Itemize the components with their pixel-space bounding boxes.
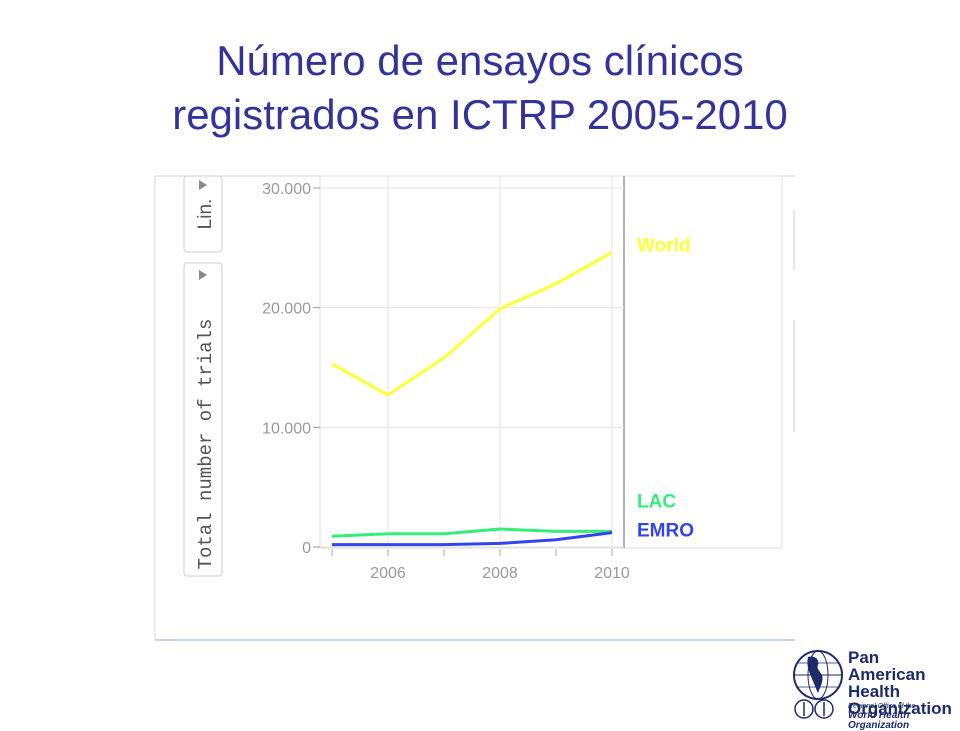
org-name-line-1: Pan American xyxy=(848,648,926,684)
series-label-world: World xyxy=(637,236,690,257)
plot-area xyxy=(319,175,783,549)
x-axis: 2006 2008 2010 xyxy=(331,549,630,582)
ylabel-arrow-icon xyxy=(199,270,207,280)
frame-edge-mark xyxy=(793,320,795,432)
series-label-lac: LAC xyxy=(637,491,676,512)
who-text: World Health Organization xyxy=(848,710,910,731)
series-labels: World LAC EMRO xyxy=(637,236,694,542)
scale-control-box[interactable] xyxy=(183,175,223,253)
scale-control[interactable]: Lin. xyxy=(183,175,223,253)
y-tick-label: 30.000 xyxy=(262,181,311,198)
series-group xyxy=(331,251,613,547)
grid xyxy=(320,176,624,548)
org-name: Pan American Health Organization xyxy=(848,649,960,717)
ylabel-control-box[interactable] xyxy=(183,262,223,577)
title-line-2: registrados en ICTRP 2005-2010 xyxy=(172,91,788,138)
x-tick-label: 2008 xyxy=(482,565,518,582)
y-tick-label: 0 xyxy=(302,540,311,557)
org-name-line-3: Organization xyxy=(848,699,952,718)
title-line-1: Número de ensayos clínicos xyxy=(216,37,744,84)
paho-logo: Pan American Health Organization Regiona… xyxy=(790,645,960,731)
series-line-lac xyxy=(331,527,612,538)
slide-title: Número de ensayos clínicos registrados e… xyxy=(0,34,960,142)
who-emblem-icon xyxy=(794,699,834,719)
y-axis: 0 10.000 20.000 30.000 xyxy=(262,181,320,557)
scale-label: Lin. xyxy=(195,199,216,230)
series-line-world xyxy=(331,251,613,397)
x-tick-label: 2006 xyxy=(370,565,406,582)
globe-icon xyxy=(793,650,843,700)
x-tick-label: 2010 xyxy=(594,565,630,582)
logo-emblem xyxy=(793,650,843,719)
org-name-line-2: Health xyxy=(848,682,900,701)
regional-office-text: Regional Office of the xyxy=(848,703,916,710)
y-axis-label: Total number of trials xyxy=(195,319,217,570)
series-line-emro xyxy=(332,531,613,547)
scale-arrow-icon xyxy=(199,180,207,190)
ylabel-control[interactable]: Total number of trials xyxy=(183,262,223,577)
frame-edge-mark xyxy=(793,210,795,270)
series-label-emro: EMRO xyxy=(637,521,694,542)
y-tick-label: 20.000 xyxy=(262,301,311,318)
y-tick-label: 10.000 xyxy=(262,420,311,437)
